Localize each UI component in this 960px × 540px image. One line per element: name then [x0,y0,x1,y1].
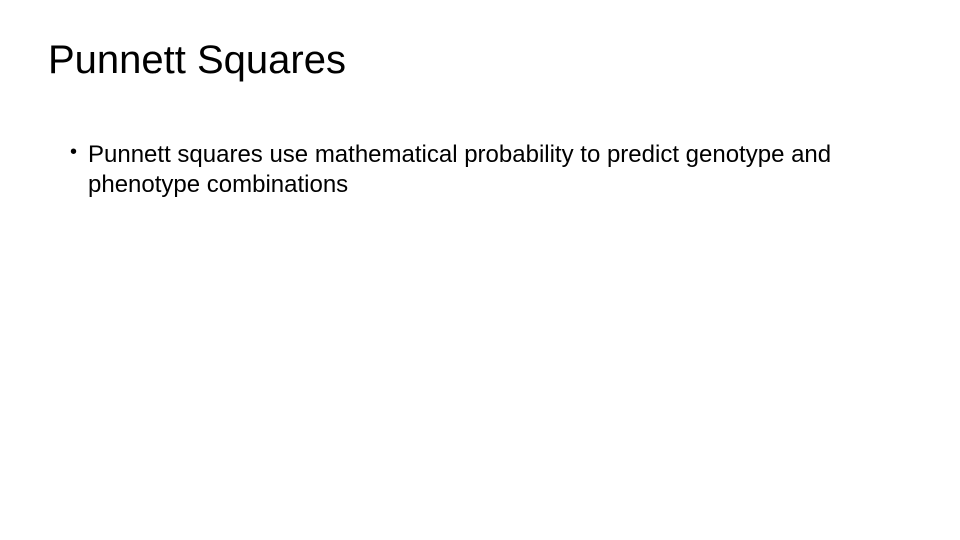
bullet-list: Punnett squares use mathematical probabi… [48,140,912,200]
bullet-item: Punnett squares use mathematical probabi… [70,140,912,200]
slide-container: Punnett Squares Punnett squares use math… [0,0,960,238]
slide-title: Punnett Squares [48,38,912,82]
